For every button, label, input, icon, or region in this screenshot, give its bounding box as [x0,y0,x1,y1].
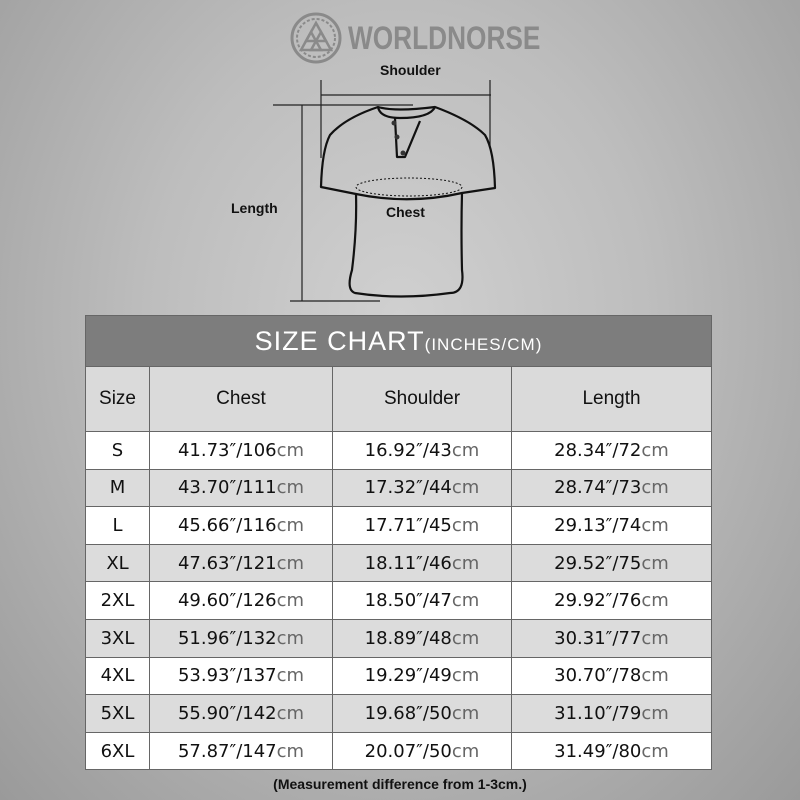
size-cell: L [85,506,150,545]
shoulder-cell: 18.50″/47cm [332,581,512,620]
size-cell: S [85,431,150,470]
valknut-circle-icon [290,12,342,64]
chest-cell: 47.63″/121cm [149,543,333,583]
column-header-chest: Chest [149,366,333,432]
column-header-size: Size [85,366,150,432]
chest-cell: 41.73″/106cm [149,431,333,470]
shoulder-cell: 18.11″/46cm [332,543,512,583]
table-row: 5XL 55.90″/142cm 19.68″/50cm 31.10″/79cm [85,694,712,733]
table-row: M 43.70″/111cm 17.32″/44cm 28.74″/73cm [85,468,712,508]
shoulder-cell: 16.92″/43cm [332,431,512,470]
shoulder-cell: 18.89″/48cm [332,618,512,658]
shoulder-label: Shoulder [380,62,441,78]
size-cell: 4XL [85,656,150,696]
size-chart-table: SIZE CHART(INCHES/CM) Size Chest Shoulde… [85,315,712,771]
chest-label: Chest [386,204,425,220]
measurement-note: (Measurement difference from 1-3cm.) [273,776,527,792]
length-cell: 30.70″/78cm [511,656,712,696]
chest-cell: 55.90″/142cm [149,694,333,733]
size-cell: 2XL [85,581,150,620]
length-cell: 31.10″/79cm [511,694,712,733]
shoulder-cell: 17.71″/45cm [332,506,512,545]
chest-cell: 49.60″/126cm [149,581,333,620]
length-cell: 31.49″/80cm [511,731,712,771]
chest-cell: 53.93″/137cm [149,656,333,696]
shirt-diagram [273,80,497,302]
length-cell: 28.74″/73cm [511,468,712,508]
chest-cell: 51.96″/132cm [149,618,333,658]
brand-logo: WORLDNORSE [290,12,583,64]
chest-cell: 57.87″/147cm [149,731,333,771]
length-cell: 29.52″/75cm [511,543,712,583]
table-row: S 41.73″/106cm 16.92″/43cm 28.34″/72cm [85,431,712,470]
table-row: 2XL 49.60″/126cm 18.50″/47cm 29.92″/76cm [85,581,712,620]
shoulder-cell: 20.07″/50cm [332,731,512,771]
table-row: XL 47.63″/121cm 18.11″/46cm 29.52″/75cm [85,543,712,583]
shirt-outline [319,105,497,298]
size-chart-title: SIZE CHART(INCHES/CM) [85,315,712,367]
size-cell: XL [85,543,150,583]
shoulder-cell: 17.32″/44cm [332,468,512,508]
chest-cell: 43.70″/111cm [149,468,333,508]
shoulder-cell: 19.68″/50cm [332,694,512,733]
size-cell: 6XL [85,731,150,771]
table-row: 3XL 51.96″/132cm 18.89″/48cm 30.31″/77cm [85,618,712,658]
length-cell: 28.34″/72cm [511,431,712,470]
length-label: Length [231,200,278,216]
length-cell: 30.31″/77cm [511,618,712,658]
chest-cell: 45.66″/116cm [149,506,333,545]
size-cell: 3XL [85,618,150,658]
size-cell: M [85,468,150,508]
column-header-shoulder: Shoulder [332,366,512,432]
table-row: 4XL 53.93″/137cm 19.29″/49cm 30.70″/78cm [85,656,712,696]
size-cell: 5XL [85,694,150,733]
shoulder-cell: 19.29″/49cm [332,656,512,696]
length-cell: 29.92″/76cm [511,581,712,620]
length-cell: 29.13″/74cm [511,506,712,545]
brand-name: WORLDNORSE [348,19,541,56]
table-row: 6XL 57.87″/147cm 20.07″/50cm 31.49″/80cm [85,731,712,771]
table-row: L 45.66″/116cm 17.71″/45cm 29.13″/74cm [85,506,712,545]
column-header-length: Length [511,366,712,432]
